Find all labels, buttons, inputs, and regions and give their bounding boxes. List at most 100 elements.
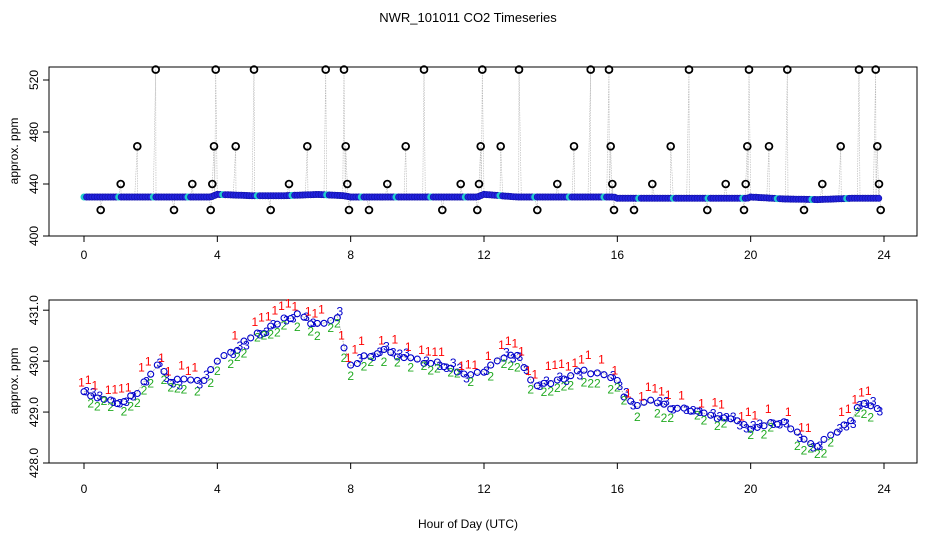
bottom-series-1-mark: 1 bbox=[745, 405, 752, 419]
bottom-series-3-mark: 3 bbox=[443, 361, 450, 375]
top-outlier-point bbox=[302, 142, 312, 151]
bottom-series-1-mark: 1 bbox=[431, 345, 438, 359]
bottom-mean-point bbox=[80, 388, 88, 396]
bottom-series-1-mark: 1 bbox=[85, 373, 92, 387]
bottom-series-2-mark: 2 bbox=[147, 377, 154, 391]
bottom-mean-point bbox=[773, 420, 781, 428]
top-outlier-point bbox=[872, 142, 882, 151]
bottom-series-1-mark: 1 bbox=[425, 345, 432, 359]
bottom-x-tick-label: 16 bbox=[611, 482, 625, 496]
bottom-mean-point bbox=[280, 314, 288, 322]
bottom-series-2-mark: 2 bbox=[447, 365, 454, 379]
top-outlier-point bbox=[211, 65, 221, 74]
bottom-mean-point bbox=[633, 401, 641, 410]
bottom-series-1-mark: 1 bbox=[645, 380, 652, 394]
bottom-series-1-mark: 1 bbox=[265, 310, 272, 324]
top-outlier-point bbox=[514, 65, 524, 74]
bottom-series-2-mark: 2 bbox=[327, 321, 334, 335]
top-y-tick-label: 440 bbox=[27, 174, 41, 194]
bottom-series-2-mark: 2 bbox=[434, 361, 441, 375]
bottom-mean-point bbox=[287, 315, 295, 323]
bottom-mean-point bbox=[793, 428, 801, 436]
bottom-series-3-mark: 3 bbox=[856, 399, 863, 413]
bottom-mean-point bbox=[700, 409, 708, 417]
bottom-mean-point bbox=[260, 329, 268, 338]
bottom-mean-point bbox=[673, 404, 681, 412]
top-outlier-point bbox=[437, 205, 447, 215]
bottom-mean-point bbox=[240, 337, 248, 345]
bottom-series-3-mark: 3 bbox=[230, 347, 237, 361]
bottom-series-1-mark: 1 bbox=[185, 364, 192, 378]
bottom-series-3-mark: 3 bbox=[743, 422, 750, 436]
bottom-series-1-mark: 1 bbox=[391, 332, 398, 346]
bottom-mean-point bbox=[440, 363, 448, 371]
bottom-mean-point bbox=[140, 378, 148, 386]
bottom-series-1-mark: 1 bbox=[318, 303, 325, 317]
bottom-panel: approx. ppm 1312312321231312312321231231… bbox=[7, 295, 918, 496]
bottom-series-1-mark: 1 bbox=[751, 409, 758, 423]
bottom-series-1-mark: 1 bbox=[805, 421, 812, 435]
bottom-series-2-mark: 2 bbox=[867, 411, 874, 425]
bottom-series-2-mark: 2 bbox=[467, 375, 474, 389]
bottom-series-2-mark: 2 bbox=[541, 385, 548, 399]
bottom-series-2-mark: 2 bbox=[661, 411, 668, 425]
bottom-mean-point bbox=[760, 422, 768, 430]
bottom-series-2-mark: 2 bbox=[794, 439, 801, 453]
bottom-mean-point bbox=[300, 313, 308, 321]
bottom-series-3-mark: 3 bbox=[290, 312, 297, 326]
bottom-mean-line bbox=[83, 314, 875, 449]
top-outlier-point bbox=[876, 205, 885, 215]
top-outlier-point bbox=[206, 205, 216, 215]
bottom-series-1-mark: 1 bbox=[178, 358, 185, 372]
bottom-mean-point bbox=[320, 319, 328, 327]
bottom-series-3-mark: 3 bbox=[403, 346, 410, 360]
bottom-x-tick-label: 8 bbox=[347, 482, 354, 496]
bottom-series-1-mark: 1 bbox=[665, 388, 672, 402]
bottom-series-3-mark: 3 bbox=[683, 403, 690, 417]
bottom-y-tick-label: 431.0 bbox=[27, 295, 41, 325]
bottom-series-3-mark: 3 bbox=[503, 345, 510, 359]
bottom-mean-point bbox=[693, 407, 701, 415]
bottom-mean-point bbox=[720, 414, 728, 422]
bottom-mean-point bbox=[107, 396, 115, 404]
bottom-series-2-mark: 2 bbox=[694, 409, 701, 423]
bottom-series-2-mark: 2 bbox=[94, 400, 101, 414]
top-outlier-point bbox=[339, 65, 349, 74]
top-outlier-point bbox=[96, 205, 105, 215]
bottom-mean-point bbox=[753, 423, 761, 431]
bottom-series-3-mark: 3 bbox=[850, 417, 857, 431]
bottom-mean-point bbox=[453, 368, 461, 376]
top-outlier-point bbox=[496, 142, 506, 151]
bottom-series-1-mark: 1 bbox=[438, 345, 445, 359]
bottom-series-2-mark: 2 bbox=[214, 364, 221, 378]
bottom-mean-point bbox=[207, 366, 215, 374]
top-outlier-point bbox=[477, 65, 487, 74]
bottom-series-3-mark: 3 bbox=[510, 351, 517, 365]
bottom-series-2-mark: 2 bbox=[427, 364, 434, 378]
bottom-series-1-mark: 1 bbox=[718, 397, 725, 411]
bottom-series-3-mark: 3 bbox=[203, 368, 210, 382]
bottom-mean-point bbox=[587, 370, 595, 378]
bottom-series-3-mark: 3 bbox=[876, 404, 883, 418]
bottom-series-3-mark: 3 bbox=[723, 410, 730, 424]
top-series-points bbox=[80, 65, 885, 215]
bottom-series-3-mark: 3 bbox=[770, 417, 777, 431]
bottom-series-3-mark: 3 bbox=[270, 318, 277, 332]
top-outlier-point bbox=[476, 142, 486, 151]
bottom-series-2-mark: 2 bbox=[167, 380, 174, 394]
bottom-series-1-mark: 1 bbox=[405, 340, 412, 354]
bottom-series-1-mark: 1 bbox=[531, 368, 538, 382]
bottom-series-2-mark: 2 bbox=[594, 376, 601, 390]
top-outlier-point bbox=[472, 205, 482, 215]
bottom-series-1-mark: 1 bbox=[625, 386, 632, 400]
bottom-series-3-mark: 3 bbox=[356, 352, 363, 366]
bottom-series-2-mark: 2 bbox=[821, 447, 828, 461]
bottom-series-2-mark: 2 bbox=[747, 428, 754, 442]
bottom-series-3-mark: 3 bbox=[450, 356, 457, 370]
bottom-mean-point bbox=[827, 431, 835, 439]
bottom-series-2-mark: 2 bbox=[367, 355, 374, 369]
bottom-series-2-mark: 2 bbox=[394, 355, 401, 369]
bottom-series-3-mark: 3 bbox=[543, 374, 550, 388]
bottom-series-1-mark: 1 bbox=[418, 343, 425, 357]
